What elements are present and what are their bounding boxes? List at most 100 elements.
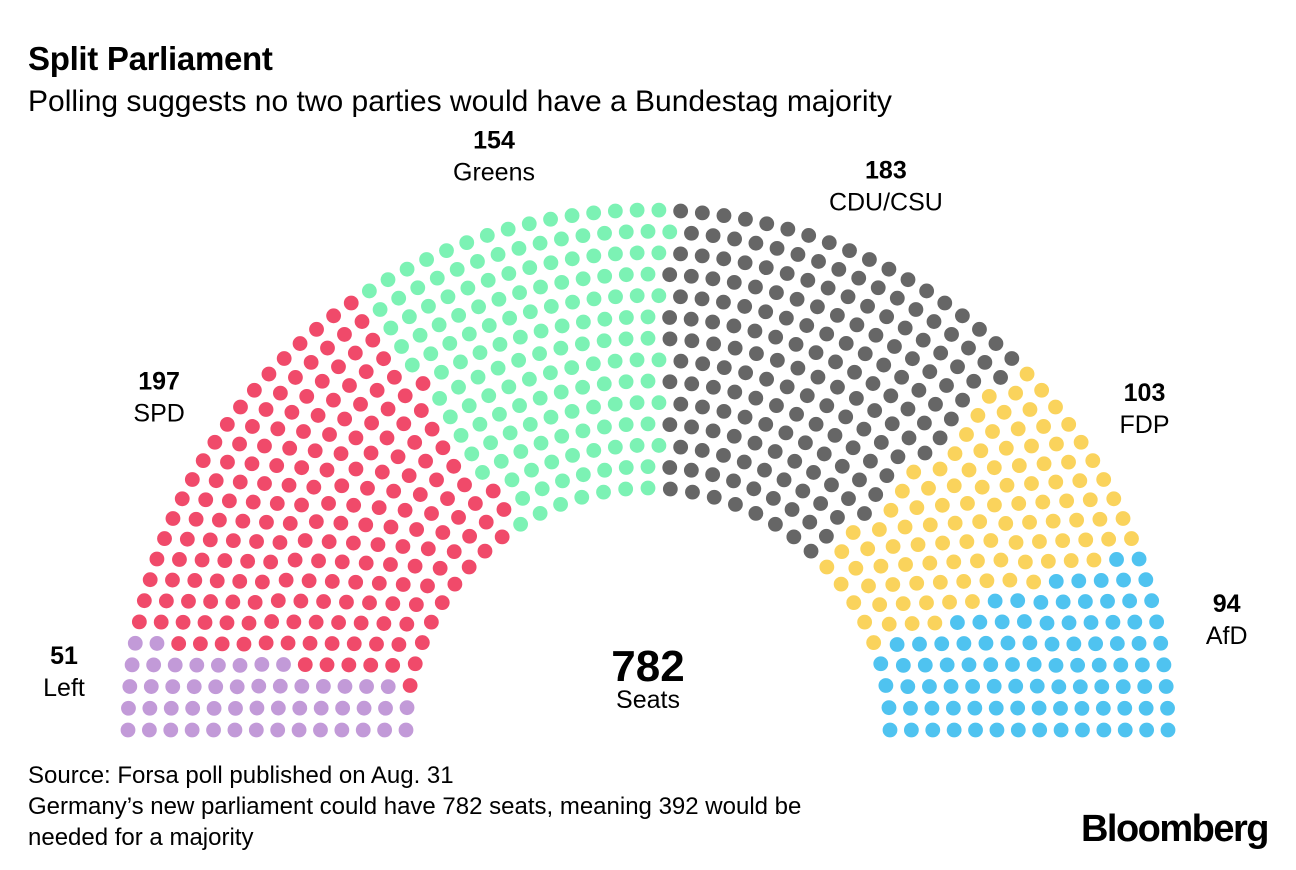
seat-dot-cdu-csu [705,467,721,483]
seat-dot-spd [348,430,364,446]
seat-dot-afd [1160,700,1175,716]
seat-dot-cdu-csu [779,379,795,395]
seat-dot-spd [321,534,337,550]
seat-dot-afd [900,679,916,695]
seat-dot-spd [296,424,311,439]
seat-dot-spd [363,657,379,673]
seat-dot-afd [917,657,933,673]
seat-dot-fdp [1024,476,1039,491]
party-seats-greens: 154 [473,127,515,155]
seat-dot-fdp [909,575,925,591]
seat-dot-greens [442,409,458,425]
seat-dot-cdu-csu [905,351,920,367]
seat-dot-fdp [985,424,1000,439]
seat-dot-greens [607,353,623,369]
seat-dot-cdu-csu [939,378,954,393]
seat-dot-afd [1156,657,1172,673]
seat-dot-afd [1055,594,1071,610]
seat-dot-spd [369,636,384,652]
source-line: Source: Forsa poll published on Aug. 31 [28,762,454,789]
seat-dot-afd [1010,593,1026,609]
seat-dot-afd [978,635,994,651]
seat-dot-spd [407,435,423,450]
seat-dot-greens [512,329,528,345]
seat-dot-cdu-csu [881,261,897,277]
seat-dot-fdp [921,480,936,496]
seat-dot-cdu-csu [779,266,795,281]
seat-dot-fdp [897,519,913,535]
seat-dot-spd [278,572,294,588]
seat-dot-greens [596,484,611,500]
seat-dot-cdu-csu [705,379,721,395]
seat-dot-greens [640,459,656,475]
seat-dot-greens [564,403,580,419]
seat-dot-spd [299,389,315,404]
seat-dot-cdu-csu [808,345,824,361]
seat-dot-spd [348,574,364,590]
seat-dot-spd [358,364,374,380]
seat-dot-spd [294,460,310,476]
seat-dot-cdu-csu [694,443,710,458]
seat-dot-greens [575,379,591,395]
seat-dot-greens [640,266,656,282]
seat-dot-greens [439,243,454,259]
seat-dot-spd [247,594,263,610]
seat-dot-cdu-csu [808,416,824,432]
seat-dot-cdu-csu [786,529,802,545]
seat-dot-greens [607,203,623,219]
seat-dot-cdu-csu [840,289,856,305]
seat-dot-cdu-csu [705,423,721,439]
chart-title: Split Parliament [28,40,273,77]
seat-dot-spd [331,615,346,630]
seat-dot-cdu-csu [802,514,818,530]
seat-dot-cdu-csu [790,247,806,262]
seat-dot-afd [946,722,962,738]
seat-dot-spd [446,458,462,474]
seat-dot-cdu-csu [838,335,854,351]
seat-dot-cdu-csu [919,283,935,299]
seat-dot-fdp [993,552,1009,568]
seat-dot-fdp [970,553,985,569]
seat-dot-greens [460,280,476,296]
seat-dot-cdu-csu [857,506,872,521]
seat-dot-left [163,700,179,716]
seat-dot-cdu-csu [685,484,700,500]
seat-dot-spd [174,491,190,507]
seat-dot-fdp [981,389,997,404]
seat-dot-fdp [1073,434,1089,450]
seat-dot-cdu-csu [908,302,924,317]
seat-dot-left [378,700,393,716]
seat-dot-cdu-csu [818,528,834,544]
seat-dot-spd [254,574,270,590]
seat-dot-cdu-csu [845,440,861,456]
seat-dot-cdu-csu [828,354,843,370]
seat-dot-greens [618,417,634,433]
seat-dot-fdp [860,541,876,557]
seat-dot-greens [522,304,538,320]
seat-dot-fdp [986,460,1002,476]
seat-dot-cdu-csu [769,240,785,256]
seat-dot-spd [326,308,342,324]
seat-dot-spd [334,554,350,570]
seat-dot-greens [481,388,497,404]
seat-dot-fdp [998,516,1014,531]
seat-dot-fdp [1019,366,1035,382]
seat-dot-spd [171,636,187,651]
seat-dot-cdu-csu [841,491,856,507]
seat-dot-cdu-csu [769,398,784,413]
seat-dot-fdp [1011,496,1027,511]
seat-dot-left [120,722,136,738]
seat-dot-greens [640,330,656,346]
seat-dot-spd [397,502,413,518]
seat-dot-greens [421,298,436,314]
seat-dot-spd [233,399,248,415]
seat-dot-spd [432,560,448,576]
seat-dot-spd [270,593,286,609]
seat-dot-afd [1096,722,1112,738]
seat-dot-spd [424,506,439,521]
seat-dot-cdu-csu [728,496,743,512]
seat-dot-cdu-csu [829,307,845,323]
seat-dot-fdp [947,446,963,461]
seat-dot-left [127,635,143,651]
seat-dot-cdu-csu [867,403,883,418]
